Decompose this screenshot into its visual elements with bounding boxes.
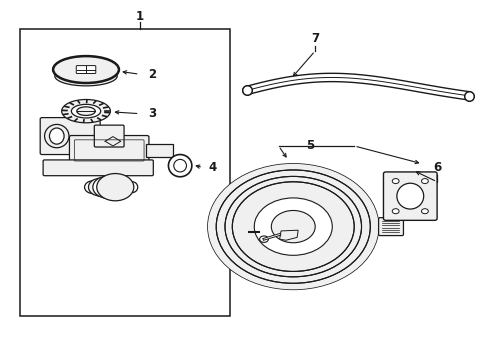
Ellipse shape [173,159,186,172]
Ellipse shape [127,182,138,193]
Bar [20,30,229,316]
Circle shape [391,179,398,184]
Circle shape [207,164,378,289]
FancyBboxPatch shape [76,66,96,73]
FancyBboxPatch shape [383,172,436,220]
Text: 2: 2 [147,68,156,81]
FancyBboxPatch shape [40,118,100,154]
FancyBboxPatch shape [146,144,172,157]
FancyBboxPatch shape [94,125,124,147]
Text: 1: 1 [135,10,143,23]
Text: 5: 5 [305,139,314,152]
Circle shape [93,176,123,198]
FancyBboxPatch shape [69,135,149,165]
Circle shape [391,209,398,214]
Circle shape [97,174,134,201]
Ellipse shape [77,107,95,116]
Circle shape [254,198,331,255]
Ellipse shape [49,128,64,144]
Ellipse shape [55,66,117,86]
Circle shape [259,236,268,242]
Circle shape [421,209,427,214]
Ellipse shape [396,183,423,209]
Circle shape [207,164,378,289]
Ellipse shape [168,154,191,177]
Ellipse shape [61,99,110,123]
Polygon shape [279,230,298,240]
Circle shape [421,179,427,184]
Ellipse shape [53,56,119,83]
Text: 6: 6 [432,161,440,174]
Text: 7: 7 [310,32,319,45]
Text: 4: 4 [208,161,217,174]
Text: 3: 3 [147,107,156,120]
Ellipse shape [44,125,69,148]
FancyBboxPatch shape [378,218,403,235]
Circle shape [271,211,315,243]
Circle shape [84,181,102,194]
Ellipse shape [71,104,101,118]
FancyBboxPatch shape [43,160,153,176]
Circle shape [88,178,113,196]
